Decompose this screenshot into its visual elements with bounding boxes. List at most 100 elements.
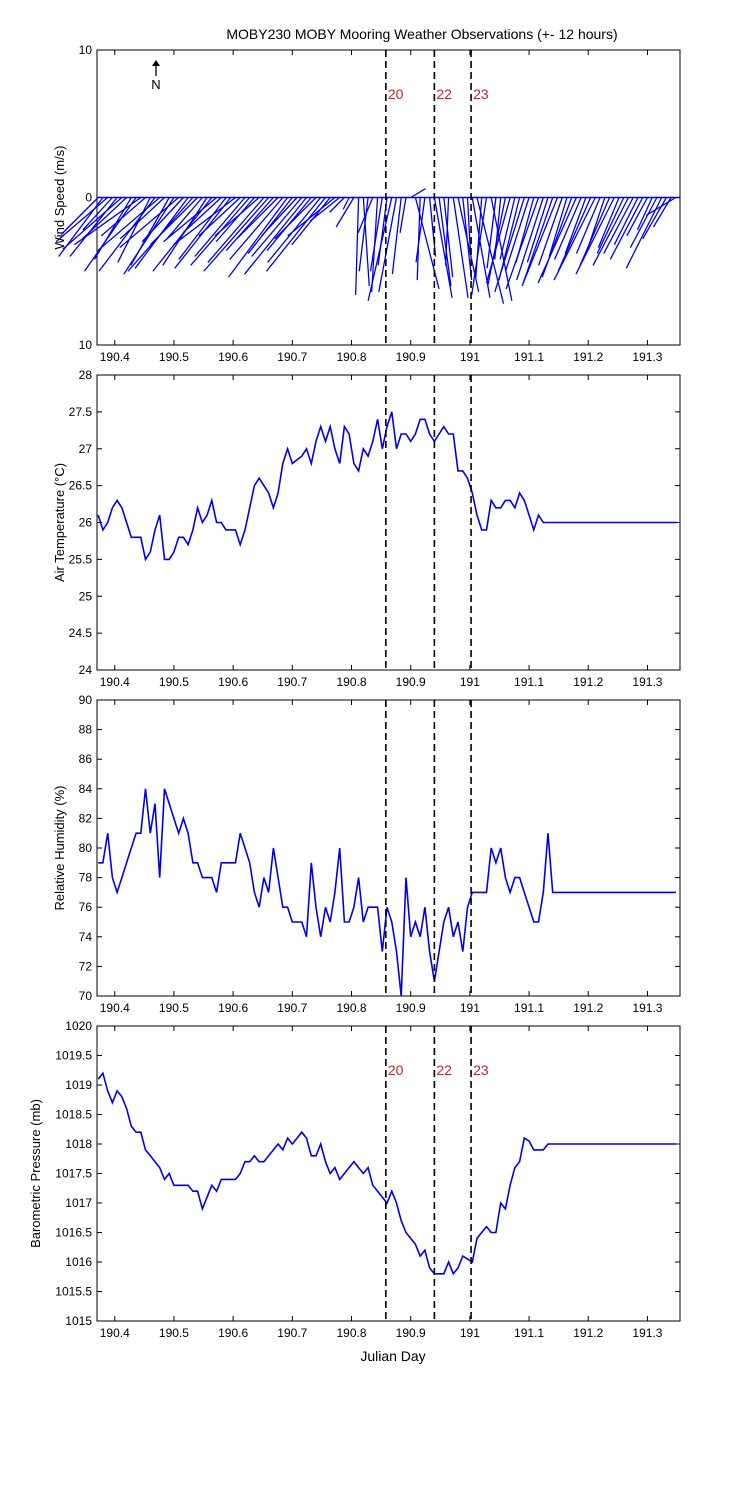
wind-vector	[625, 197, 663, 269]
x-tick-label: 191.2	[573, 350, 603, 364]
x-tick-label: 190.5	[159, 350, 189, 364]
x-tick-label: 190.4	[100, 1326, 130, 1340]
y-tick-label: 26	[79, 516, 93, 530]
y-tick-label: 72	[79, 959, 93, 973]
x-tick-label: 190.7	[277, 1001, 307, 1015]
north-label: N	[151, 77, 160, 92]
wind-vector	[538, 197, 563, 266]
panel-barometric_pressure: 190.4 190.5 190.6 190.7 190.8 190.9 191 191.1 19…	[28, 1019, 681, 1340]
wind-vector	[194, 197, 246, 257]
panels: 190.4 190.5 190.6 190.7 190.8 190.9 191 191.1 19…	[28, 43, 681, 1340]
y-tick-label: 24.5	[69, 626, 93, 640]
wind-vector	[236, 197, 279, 240]
x-tick-label: 190.7	[277, 1326, 307, 1340]
y-tick-label: 25.5	[69, 552, 93, 566]
x-tick-label: 190.4	[100, 675, 130, 689]
wind-vector	[244, 197, 308, 275]
y-tick-label: 88	[79, 723, 93, 737]
x-tick-label: 191.3	[632, 675, 662, 689]
north-arrow-head	[152, 60, 160, 66]
wind-vector	[438, 197, 452, 287]
wind-vector	[452, 197, 469, 298]
wind-vector	[329, 197, 345, 213]
wind-vector	[487, 197, 507, 287]
wind-vector	[214, 197, 260, 237]
y-axis-label: Wind Speed (m/s)	[52, 145, 67, 249]
wind-vector	[117, 197, 151, 263]
y-tick-label: 1017.5	[55, 1167, 92, 1181]
x-tick-label: 190.6	[218, 350, 248, 364]
wind-vector	[592, 197, 630, 266]
wind-vector	[410, 188, 426, 199]
wind-vector	[564, 197, 587, 254]
event-marker-label: 20	[388, 1062, 404, 1078]
y-tick-label: 27	[79, 442, 93, 456]
y-axis-label: Relative Humidity (%)	[52, 786, 67, 911]
wind-vector	[646, 196, 677, 216]
wind-vector	[119, 197, 165, 240]
wind-vector	[203, 197, 270, 272]
wind-vector	[81, 197, 128, 240]
wind-vector	[399, 197, 407, 234]
wind-vector	[378, 197, 398, 293]
x-tick-label: 190.7	[277, 675, 307, 689]
wind-vector	[265, 197, 326, 272]
wind-vector	[629, 197, 658, 248]
wind-vector	[287, 196, 336, 237]
wind-vector	[522, 197, 554, 284]
x-tick-label: 190.4	[100, 350, 130, 364]
x-tick-label: 191.1	[514, 1326, 544, 1340]
wind-vector	[182, 197, 222, 234]
x-tick-label: 191.2	[573, 1326, 603, 1340]
y-tick-label: 1018.5	[55, 1108, 92, 1122]
wind-vector	[335, 197, 355, 228]
x-tick-label: 191	[460, 1326, 480, 1340]
wind-vector	[443, 197, 454, 278]
wind-vector	[476, 197, 505, 304]
wind-vector	[471, 197, 488, 295]
event-marker-label: 22	[436, 86, 452, 102]
wind-vector	[74, 196, 142, 246]
x-tick-label: 191.1	[514, 675, 544, 689]
wind-vector	[215, 197, 255, 243]
y-tick-label: 1016	[65, 1255, 92, 1269]
y-tick-label: 0	[85, 191, 92, 205]
y-tick-label: 86	[79, 752, 93, 766]
plot-frame	[96, 699, 681, 997]
figure-title: MOBY230 MOBY Mooring Weather Observation…	[226, 26, 617, 42]
x-tick-label: 190.4	[100, 1001, 130, 1015]
wind-vector	[83, 197, 137, 272]
wind-vector	[247, 197, 293, 254]
y-tick-label: 27.5	[69, 405, 93, 419]
y-tick-label: 1017	[65, 1196, 92, 1210]
wind-vector	[596, 197, 625, 254]
x-tick-label: 191	[460, 350, 480, 364]
y-tick-label: 74	[79, 930, 93, 944]
y-tick-label: 90	[79, 693, 93, 707]
event-marker-label: 23	[473, 1062, 489, 1078]
wind-vector	[557, 197, 592, 272]
wind-vector	[603, 197, 634, 254]
wind-vector	[119, 197, 180, 249]
wind-vector	[198, 197, 241, 237]
wind-vector	[597, 197, 620, 248]
wind-vector	[274, 197, 317, 240]
wind-vector	[229, 197, 284, 260]
wind-vector	[485, 197, 511, 284]
wind-vector	[526, 197, 549, 263]
wind-vector	[362, 197, 370, 287]
wind-vector	[100, 197, 146, 237]
x-tick-label: 190.8	[336, 1326, 366, 1340]
wind-vector	[499, 197, 516, 260]
wind-vector	[505, 197, 540, 290]
wind-vector	[358, 197, 369, 272]
wind-vector	[444, 197, 450, 266]
wind-vector	[55, 197, 109, 243]
x-tick-label: 190.9	[396, 350, 426, 364]
y-tick-label: 26.5	[69, 479, 93, 493]
event-marker-label: 23	[473, 86, 489, 102]
y-tick-label: 1015	[65, 1314, 92, 1328]
wind-vector	[62, 197, 123, 250]
wind-vector	[228, 197, 289, 278]
event-marker-label: 22	[436, 1062, 452, 1078]
